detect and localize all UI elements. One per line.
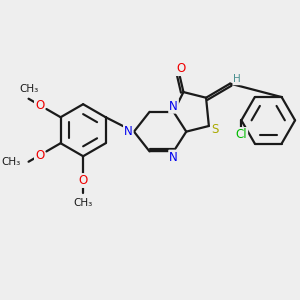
Text: N: N — [124, 125, 133, 138]
Text: O: O — [35, 99, 44, 112]
Text: Cl: Cl — [236, 128, 247, 141]
Text: S: S — [212, 123, 219, 136]
Text: N: N — [169, 100, 178, 113]
Text: H: H — [233, 74, 241, 84]
Text: N: N — [169, 151, 178, 164]
Text: O: O — [35, 149, 44, 162]
Text: O: O — [176, 62, 185, 75]
Text: CH₃: CH₃ — [74, 198, 93, 208]
Text: CH₃: CH₃ — [2, 157, 21, 167]
Text: O: O — [79, 174, 88, 187]
Text: CH₃: CH₃ — [19, 84, 38, 94]
